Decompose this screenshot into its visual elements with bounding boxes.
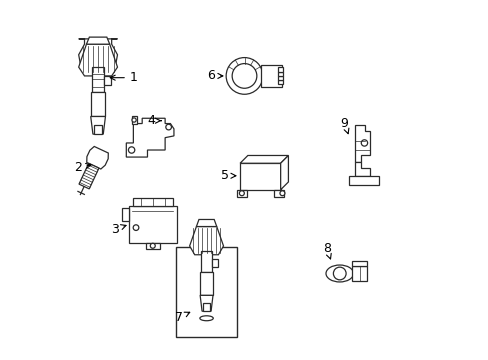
Circle shape bbox=[333, 267, 346, 280]
Bar bbox=[277, 72, 282, 76]
Circle shape bbox=[232, 64, 256, 88]
Circle shape bbox=[280, 191, 285, 196]
Polygon shape bbox=[354, 162, 370, 176]
Polygon shape bbox=[280, 156, 288, 190]
Bar bbox=[277, 67, 282, 72]
Bar bbox=[351, 266, 366, 281]
Polygon shape bbox=[91, 117, 105, 134]
Bar bbox=[277, 80, 282, 84]
Text: 5: 5 bbox=[221, 169, 235, 182]
Polygon shape bbox=[126, 118, 174, 157]
Circle shape bbox=[239, 191, 244, 196]
Circle shape bbox=[133, 225, 139, 230]
Ellipse shape bbox=[200, 316, 213, 321]
Circle shape bbox=[150, 243, 155, 248]
Text: 9: 9 bbox=[340, 117, 348, 134]
Bar bbox=[132, 198, 173, 206]
Bar bbox=[104, 76, 110, 85]
Bar bbox=[200, 273, 213, 295]
Bar bbox=[122, 208, 129, 221]
Bar bbox=[236, 190, 246, 197]
Text: 2: 2 bbox=[74, 161, 91, 174]
Polygon shape bbox=[79, 163, 99, 189]
Text: 8: 8 bbox=[322, 242, 330, 259]
Polygon shape bbox=[79, 44, 117, 76]
Circle shape bbox=[128, 147, 135, 153]
Polygon shape bbox=[348, 176, 378, 185]
Polygon shape bbox=[189, 226, 223, 255]
Bar bbox=[129, 206, 176, 243]
Polygon shape bbox=[354, 125, 370, 162]
Bar bbox=[92, 67, 104, 92]
Bar bbox=[240, 163, 280, 190]
Circle shape bbox=[132, 118, 136, 122]
Polygon shape bbox=[240, 156, 288, 163]
Text: 4: 4 bbox=[147, 114, 161, 127]
Bar bbox=[351, 261, 366, 266]
Circle shape bbox=[361, 140, 367, 146]
Circle shape bbox=[225, 58, 263, 94]
Text: 3: 3 bbox=[110, 223, 126, 236]
Polygon shape bbox=[79, 39, 117, 69]
Text: 7: 7 bbox=[174, 311, 189, 324]
Polygon shape bbox=[86, 147, 108, 169]
Text: 1: 1 bbox=[110, 71, 138, 84]
Polygon shape bbox=[196, 220, 216, 226]
Polygon shape bbox=[86, 37, 109, 44]
Bar bbox=[212, 259, 217, 267]
Bar bbox=[201, 251, 212, 273]
Bar bbox=[145, 243, 160, 249]
Bar bbox=[175, 247, 237, 337]
Circle shape bbox=[165, 124, 171, 130]
Ellipse shape bbox=[325, 265, 353, 282]
Bar bbox=[203, 303, 209, 311]
Bar bbox=[277, 76, 282, 80]
Bar bbox=[94, 125, 102, 134]
Text: 6: 6 bbox=[206, 69, 223, 82]
Polygon shape bbox=[131, 117, 137, 123]
Bar bbox=[273, 190, 284, 197]
Polygon shape bbox=[200, 295, 213, 311]
Bar bbox=[261, 65, 282, 87]
Bar bbox=[91, 92, 105, 117]
